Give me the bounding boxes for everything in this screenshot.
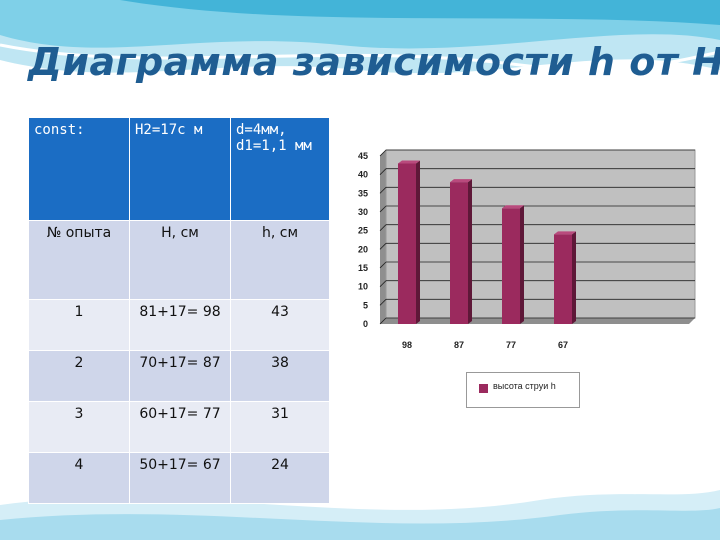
subheader-cell: H, см	[129, 220, 231, 300]
table-cell: 3	[28, 401, 130, 453]
gridline	[379, 205, 387, 213]
table-header-row: const: H2=17с м d=4мм, d1=1,1 мм	[28, 117, 330, 221]
table-row: 4 50+17= 67 24	[28, 452, 330, 504]
bar-side	[468, 179, 472, 324]
gridline	[379, 317, 387, 325]
bar-side	[520, 205, 524, 324]
table-cell: 60+17= 77	[129, 401, 231, 453]
chart-legend: высота струи h	[466, 372, 580, 408]
bar-top	[502, 205, 524, 209]
bar-side	[416, 160, 420, 324]
bar-chart: 0 5 10 15 20 25 30 35 40 45 98 87 77 67	[358, 149, 696, 350]
y-tick-label: 20	[358, 244, 368, 254]
bar	[398, 163, 416, 324]
gridline	[379, 187, 387, 194]
gridline	[379, 261, 387, 269]
y-tick-label: 10	[358, 282, 368, 292]
y-tick-label: 35	[358, 188, 368, 198]
table-cell: 24	[230, 452, 330, 504]
table-cell: 31	[230, 401, 330, 453]
table-cell: 2	[28, 350, 130, 402]
gridline	[379, 280, 387, 287]
bar	[502, 208, 520, 324]
legend-swatch	[479, 384, 488, 393]
subheader-cell: № опыта	[28, 220, 130, 300]
plot-area	[385, 149, 696, 319]
table-cell: 70+17= 87	[129, 350, 231, 402]
header-cell: d=4мм, d1=1,1 мм	[230, 117, 330, 221]
bar-top	[554, 231, 576, 235]
plot-floor	[380, 318, 695, 324]
x-tick-label: 67	[558, 340, 568, 350]
table-subheader-row: № опыта H, см h, см	[28, 220, 330, 300]
y-tick-label: 5	[363, 300, 368, 310]
gridline	[379, 149, 387, 157]
table-row: 2 70+17= 87 38	[28, 350, 330, 402]
table-cell: 38	[230, 350, 330, 402]
gridline	[379, 168, 387, 175]
x-tick-label: 77	[506, 340, 516, 350]
gridline	[379, 224, 387, 231]
table-cell: 1	[28, 299, 130, 351]
table-row: 1 81+17= 98 43	[28, 299, 330, 351]
plot-side-wall	[380, 150, 386, 324]
bar-top	[450, 179, 472, 183]
table-row: 3 60+17= 77 31	[28, 401, 330, 453]
y-tick-label: 0	[363, 319, 368, 329]
data-table: const: H2=17с м d=4мм, d1=1,1 мм № опыта…	[28, 117, 330, 504]
bar	[450, 182, 468, 324]
table-cell: 50+17= 67	[129, 452, 231, 504]
y-tick-label: 25	[358, 226, 368, 236]
y-tick-label: 40	[358, 170, 368, 180]
slide-title: Диаграмма зависимости h от H	[28, 40, 720, 84]
gridline	[379, 299, 387, 306]
table-cell: 43	[230, 299, 330, 351]
gridline	[379, 243, 387, 250]
header-cell: H2=17с м	[129, 117, 231, 221]
bar-side	[572, 231, 576, 324]
x-tick-label: 98	[402, 340, 412, 350]
bar	[554, 234, 572, 324]
x-tick-label: 87	[454, 340, 464, 350]
bar-top	[398, 160, 420, 164]
table-cell: 81+17= 98	[129, 299, 231, 351]
table-cell: 4	[28, 452, 130, 504]
y-tick-label: 45	[358, 151, 368, 161]
legend-label: высота струи h	[493, 381, 556, 391]
subheader-cell: h, см	[230, 220, 330, 300]
y-tick-label: 15	[358, 263, 368, 273]
y-tick-label: 30	[358, 207, 368, 217]
header-cell: const:	[28, 117, 130, 221]
